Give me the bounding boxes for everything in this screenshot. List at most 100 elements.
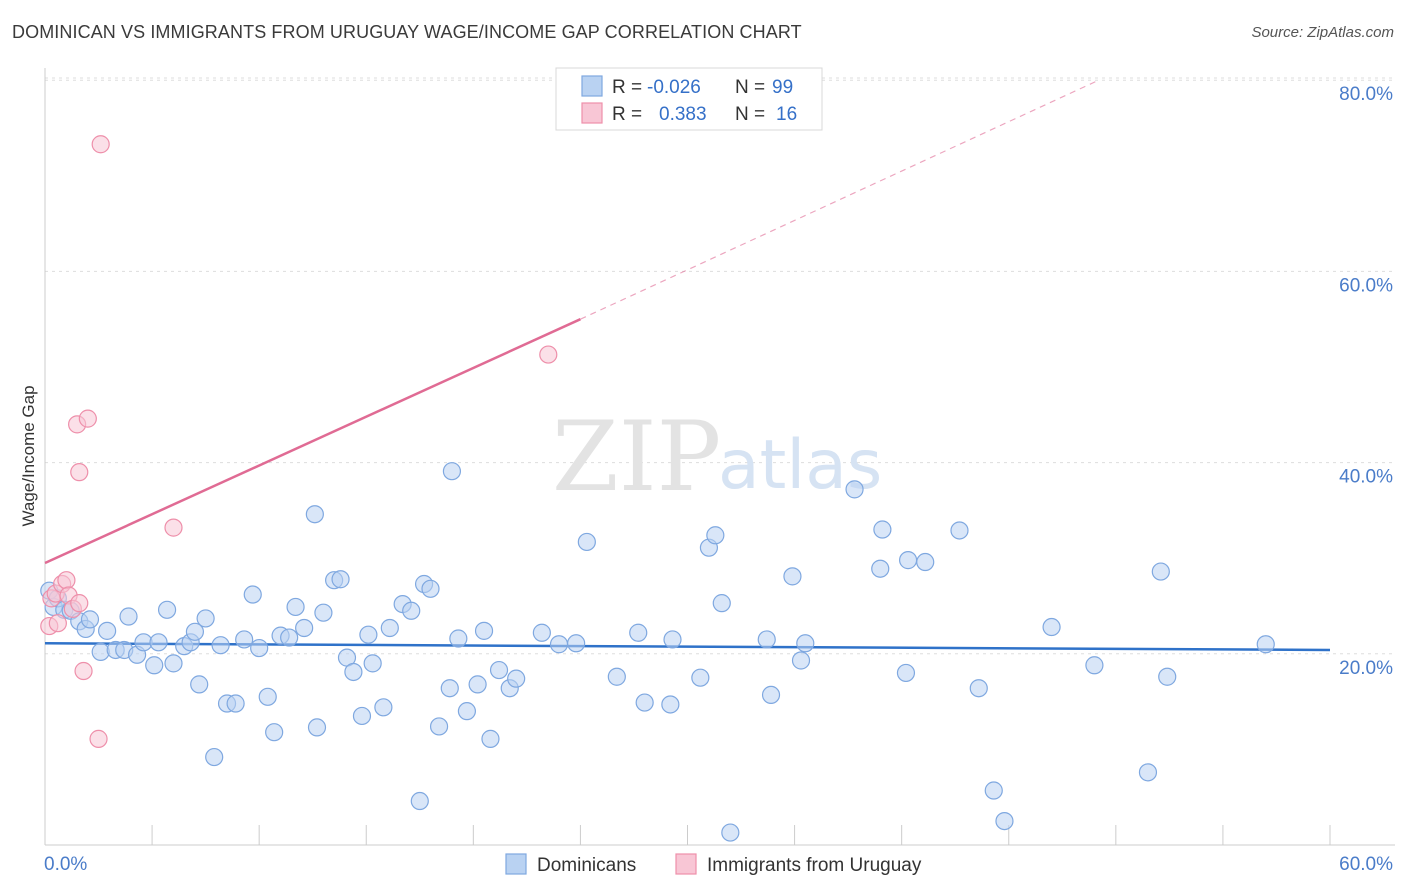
dominicans-point: [481, 729, 500, 748]
bottom-legend-swatch-blue: [505, 853, 527, 875]
dominicans-point: [457, 702, 477, 721]
dominicans-point: [898, 551, 918, 570]
dominicans-point: [896, 663, 916, 683]
dominicans-point: [235, 630, 254, 649]
dominicans-point: [305, 505, 324, 524]
dominicans-point: [845, 480, 864, 499]
dominicans-point: [791, 651, 811, 670]
dominicans-point: [265, 723, 284, 742]
dominicans-point: [280, 628, 299, 647]
dominicans-point: [757, 630, 776, 649]
dominicans-point: [243, 585, 262, 604]
dominicans-point: [359, 625, 378, 644]
legend-n-label-2: N =: [735, 104, 765, 125]
dominicans-point: [712, 594, 731, 613]
dominicans-point: [1042, 617, 1061, 637]
bottom-legend-label-uruguay: Immigrants from Uruguay: [707, 855, 922, 876]
dominicans-point: [286, 597, 305, 617]
watermark-zip: ZIP: [552, 401, 721, 513]
dominicans-point: [250, 638, 269, 658]
dominicans-point: [226, 694, 245, 713]
dominicans-point: [916, 552, 935, 572]
dominicans-point: [449, 629, 468, 648]
dominicans-point: [164, 654, 183, 673]
dominicans-point: [429, 717, 449, 736]
dominicans-point: [344, 662, 363, 682]
dominicans-point: [1158, 667, 1177, 686]
legend-r-label-1: R =: [612, 77, 642, 98]
dominicans-point: [1085, 656, 1104, 675]
dominicans-point: [1256, 635, 1275, 654]
dominicans-point: [969, 679, 988, 698]
dominicans-point: [145, 656, 164, 675]
dominicans-point: [331, 570, 350, 589]
points-layer: [40, 135, 1275, 842]
dominicans-point: [442, 462, 462, 481]
uruguay-point: [48, 614, 67, 633]
dominicans-point: [873, 520, 892, 539]
legend-swatch-pink: [581, 102, 603, 124]
dominicans-point: [507, 669, 526, 688]
dominicans-point: [421, 579, 440, 598]
dominicans-point: [761, 685, 781, 705]
dominicans-point: [783, 567, 802, 586]
dominicans-point: [635, 693, 654, 712]
x-tick-label-min: 0.0%: [44, 854, 87, 875]
dominicans-point: [80, 610, 100, 629]
dominicans-point: [380, 618, 399, 638]
legend-r-label-2: R =: [612, 104, 642, 125]
dominicans-point: [468, 675, 487, 694]
axis-layer: 20.0% 40.0% 60.0% 80.0% 0.0% 60.0%: [44, 68, 1395, 875]
y-tick-label: 60.0%: [1339, 275, 1393, 296]
dominicans-point: [691, 668, 710, 687]
correlation-legend: R = -0.026 N = 99 R = 0.383 N = 16: [555, 67, 823, 131]
dominicans-point: [995, 811, 1014, 831]
uruguay-point: [57, 571, 76, 590]
legend-n-value-1: 99: [772, 77, 793, 98]
trend-layer: [44, 79, 1331, 652]
dominicans-point: [984, 781, 1003, 800]
dominicans-point: [314, 603, 333, 622]
dominicans-point: [663, 630, 682, 649]
uruguay-point: [539, 345, 558, 364]
dominicans-point: [374, 698, 393, 717]
uruguay-point: [70, 463, 89, 482]
y-tick-label: 20.0%: [1339, 658, 1393, 679]
grid-layer: [45, 77, 1395, 655]
uruguay-trend-extension: [580, 79, 1099, 320]
dominicans-point: [950, 521, 969, 540]
dominicans-point: [119, 607, 138, 626]
uruguay-point: [74, 661, 93, 681]
dominicans-point: [185, 622, 205, 641]
dominicans-point: [258, 687, 277, 706]
legend-n-label-1: N =: [735, 77, 765, 98]
dominicans-point: [211, 636, 230, 655]
dominicans-point: [352, 706, 372, 726]
bottom-legend-label-dominicans: Dominicans: [537, 855, 636, 876]
dominicans-point: [307, 718, 327, 737]
bottom-legend-swatch-pink: [675, 853, 697, 875]
legend-r-value-1: -0.026: [647, 77, 701, 98]
dominicans-point: [1138, 763, 1158, 782]
y-axis-title: Wage/Income Gap: [19, 385, 38, 526]
dominicans-point: [532, 623, 551, 642]
dominicans-point: [149, 633, 168, 652]
legend-swatch-blue: [581, 75, 603, 97]
uruguay-point: [89, 729, 108, 748]
dominicans-point: [661, 695, 680, 714]
legend-n-value-2: 16: [776, 104, 797, 125]
dominicans-point: [98, 621, 117, 640]
dominicans-point: [157, 600, 177, 619]
chart-title: DOMINICAN VS IMMIGRANTS FROM URUGUAY WAG…: [12, 22, 802, 42]
watermark: ZIP atlas: [552, 401, 882, 513]
x-tick-label-max: 60.0%: [1339, 854, 1393, 875]
uruguay-trend-line: [44, 318, 581, 565]
y-tick-label: 40.0%: [1339, 467, 1393, 488]
uruguay-point: [164, 518, 183, 537]
y-tick-label: 80.0%: [1339, 84, 1393, 105]
dominicans-point: [871, 559, 890, 578]
dominicans-point: [91, 642, 110, 661]
dominicans-point: [567, 634, 586, 653]
dominicans-point: [440, 679, 459, 698]
